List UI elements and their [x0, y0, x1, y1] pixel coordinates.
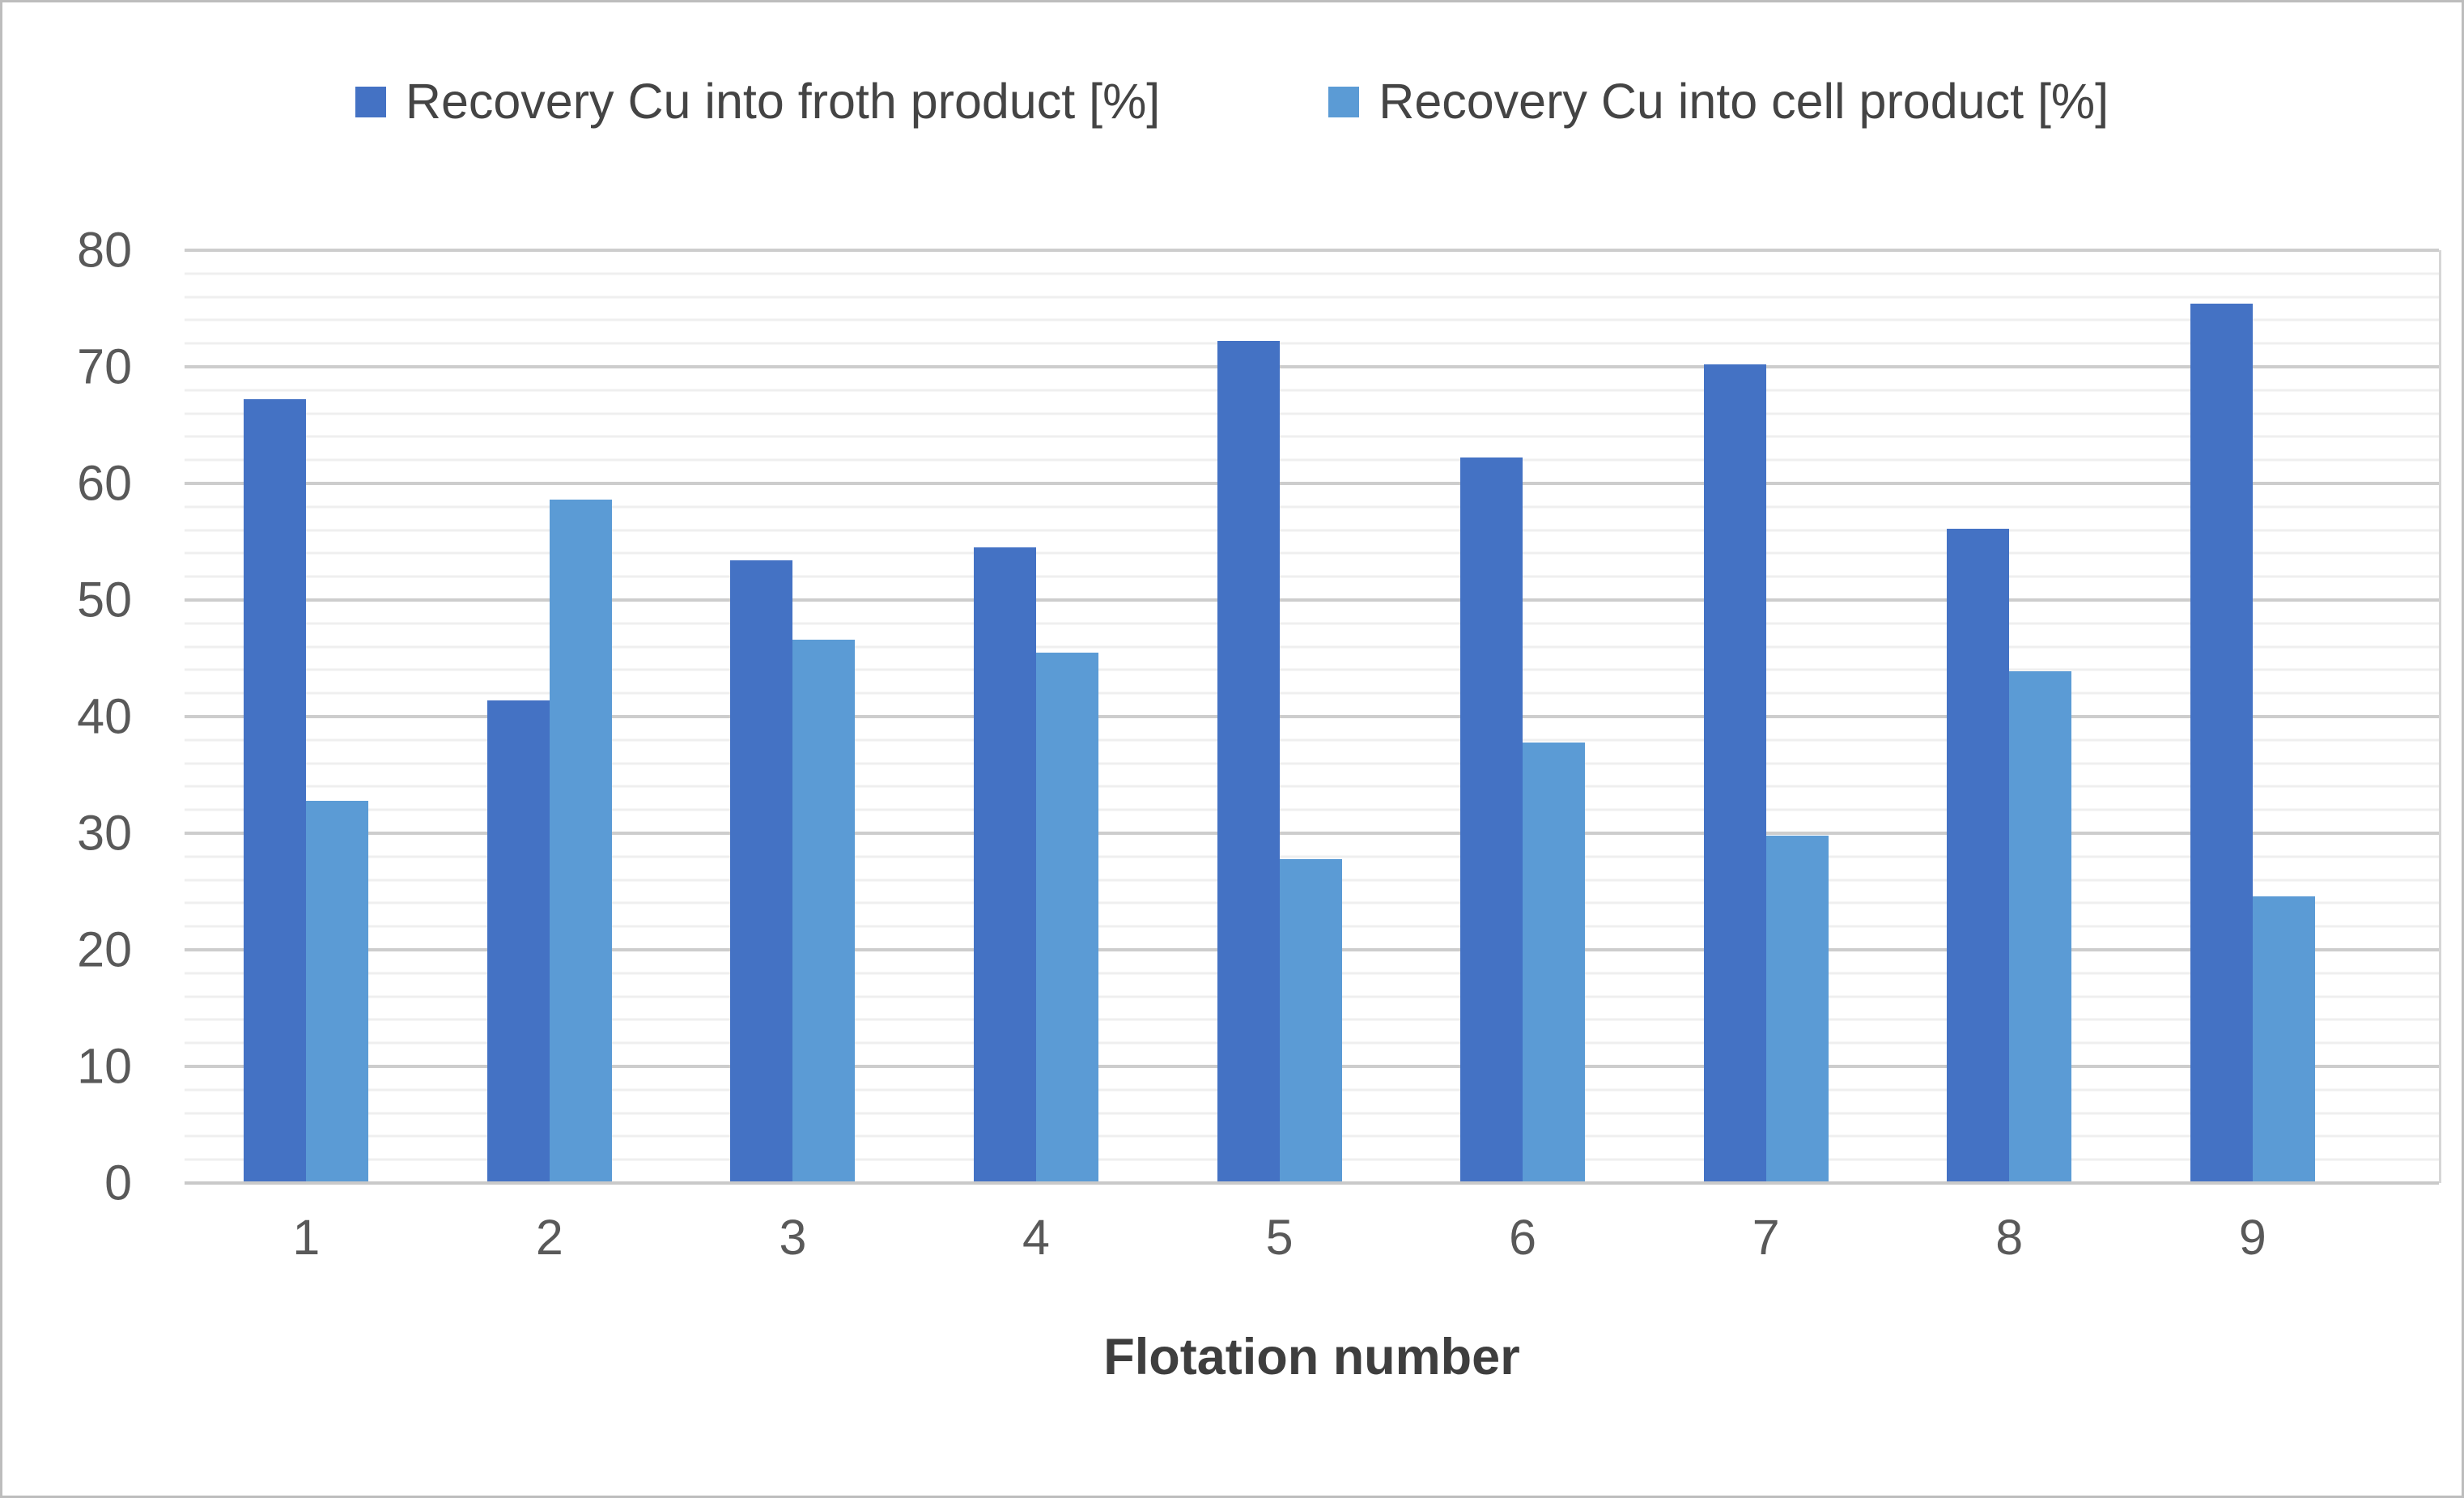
froth-series-swatch-icon	[355, 86, 386, 117]
bar-group-3	[671, 250, 915, 1183]
legend-item-froth: Recovery Cu into froth product [%]	[355, 77, 1160, 126]
bar-froth-7	[1703, 364, 1766, 1183]
minor-gridline	[185, 435, 2439, 438]
bar-group-9	[2131, 250, 2375, 1183]
y-tick-label-10: 10	[77, 1038, 132, 1094]
minor-gridline	[185, 575, 2439, 578]
y-tick-label-30: 30	[77, 805, 132, 861]
minor-gridline	[185, 272, 2439, 275]
plot-area	[185, 249, 2441, 1185]
x-tick-label-2: 2	[535, 1210, 563, 1265]
bar-group-4	[915, 250, 1158, 1183]
minor-gridline	[185, 785, 2439, 788]
bar-group-7	[1644, 250, 1888, 1183]
y-tick-label-50: 50	[77, 572, 132, 628]
bar-group-2	[428, 250, 672, 1183]
bar-cell-9	[2252, 896, 2315, 1183]
major-gridline	[185, 482, 2439, 485]
minor-gridline	[185, 551, 2439, 555]
y-tick-label-70: 70	[77, 338, 132, 394]
y-tick-label-60: 60	[77, 455, 132, 511]
minor-gridline	[185, 808, 2439, 811]
bar-cell-5	[1279, 858, 1342, 1183]
major-gridline	[185, 715, 2439, 718]
bar-froth-5	[1217, 341, 1280, 1183]
bar-cell-3	[792, 639, 856, 1183]
major-gridline	[185, 832, 2439, 835]
minor-gridline	[185, 458, 2439, 462]
major-gridline	[185, 598, 2439, 602]
x-axis-title: Flotation number	[1103, 1329, 1520, 1385]
minor-gridline	[185, 668, 2439, 671]
bar-pair-7	[1703, 250, 1829, 1183]
legend-label-cell: Recovery Cu into cell product [%]	[1379, 74, 2109, 129]
bar-pair-6	[1460, 250, 1586, 1183]
bar-froth-1	[244, 399, 307, 1183]
minor-gridline	[185, 529, 2439, 532]
bar-froth-4	[973, 547, 1036, 1183]
x-tick-label-1: 1	[292, 1210, 321, 1265]
bar-cell-2	[549, 500, 612, 1183]
minor-gridline	[185, 692, 2439, 695]
minor-gridline	[185, 855, 2439, 858]
minor-gridline	[185, 622, 2439, 625]
minor-gridline	[185, 318, 2439, 321]
minor-gridline	[185, 412, 2439, 415]
x-tick-label-6: 6	[1509, 1210, 1537, 1265]
bar-pair-1	[244, 250, 369, 1183]
bar-pair-5	[1217, 250, 1342, 1183]
bar-cell-7	[1765, 835, 1829, 1183]
x-tick-label-8: 8	[1995, 1210, 2024, 1265]
y-tick-label-80: 80	[77, 222, 132, 278]
bar-group-1	[185, 250, 428, 1183]
bar-froth-6	[1460, 457, 1523, 1183]
bar-froth-2	[486, 700, 550, 1183]
y-tick-label-0: 0	[104, 1155, 132, 1211]
bar-froth-8	[1947, 529, 2010, 1183]
bar-group-8	[1888, 250, 2131, 1183]
legend: Recovery Cu into froth product [%] Recov…	[2, 77, 2462, 126]
x-tick-label-9: 9	[2238, 1210, 2266, 1265]
minor-gridline	[185, 342, 2439, 345]
minor-gridline	[185, 296, 2439, 299]
minor-gridline	[185, 762, 2439, 765]
legend-label-froth: Recovery Cu into froth product [%]	[405, 74, 1161, 129]
bar-cell-8	[2009, 670, 2072, 1183]
x-tick-label-4: 4	[1022, 1210, 1050, 1265]
y-tick-label-20: 20	[77, 921, 132, 977]
bar-froth-3	[730, 560, 793, 1183]
bar-pair-3	[730, 250, 856, 1183]
minor-gridline	[185, 738, 2439, 742]
bar-froth-9	[2190, 304, 2253, 1183]
x-axis-tick-labels: 1 2 3 4 5 6 7 8 9	[185, 1213, 2374, 1262]
x-tick-label-7: 7	[1752, 1210, 1780, 1265]
x-axis-line	[185, 1181, 2439, 1185]
major-gridline	[185, 365, 2439, 368]
x-tick-label-5: 5	[1265, 1210, 1294, 1265]
y-axis-tick-labels: 0 10 20 30 40 50 60 70 80	[2, 225, 132, 1207]
minor-gridline	[185, 389, 2439, 392]
bar-pair-8	[1947, 250, 2072, 1183]
bar-pair-4	[973, 250, 1098, 1183]
cell-series-swatch-icon	[1328, 86, 1360, 117]
legend-item-cell: Recovery Cu into cell product [%]	[1328, 77, 2109, 126]
bar-group-6	[1401, 250, 1645, 1183]
bar-cell-1	[306, 800, 369, 1183]
bar-pair-2	[486, 250, 612, 1183]
minor-gridline	[185, 645, 2439, 649]
bar-cell-6	[1523, 742, 1586, 1183]
minor-gridline	[185, 505, 2439, 509]
bar-pair-9	[2190, 250, 2315, 1183]
major-gridline	[185, 249, 2439, 252]
y-tick-label-40: 40	[77, 688, 132, 744]
x-tick-label-3: 3	[779, 1210, 807, 1265]
bar-groups	[185, 250, 2374, 1183]
bar-cell-4	[1035, 652, 1098, 1183]
bar-group-5	[1158, 250, 1401, 1183]
